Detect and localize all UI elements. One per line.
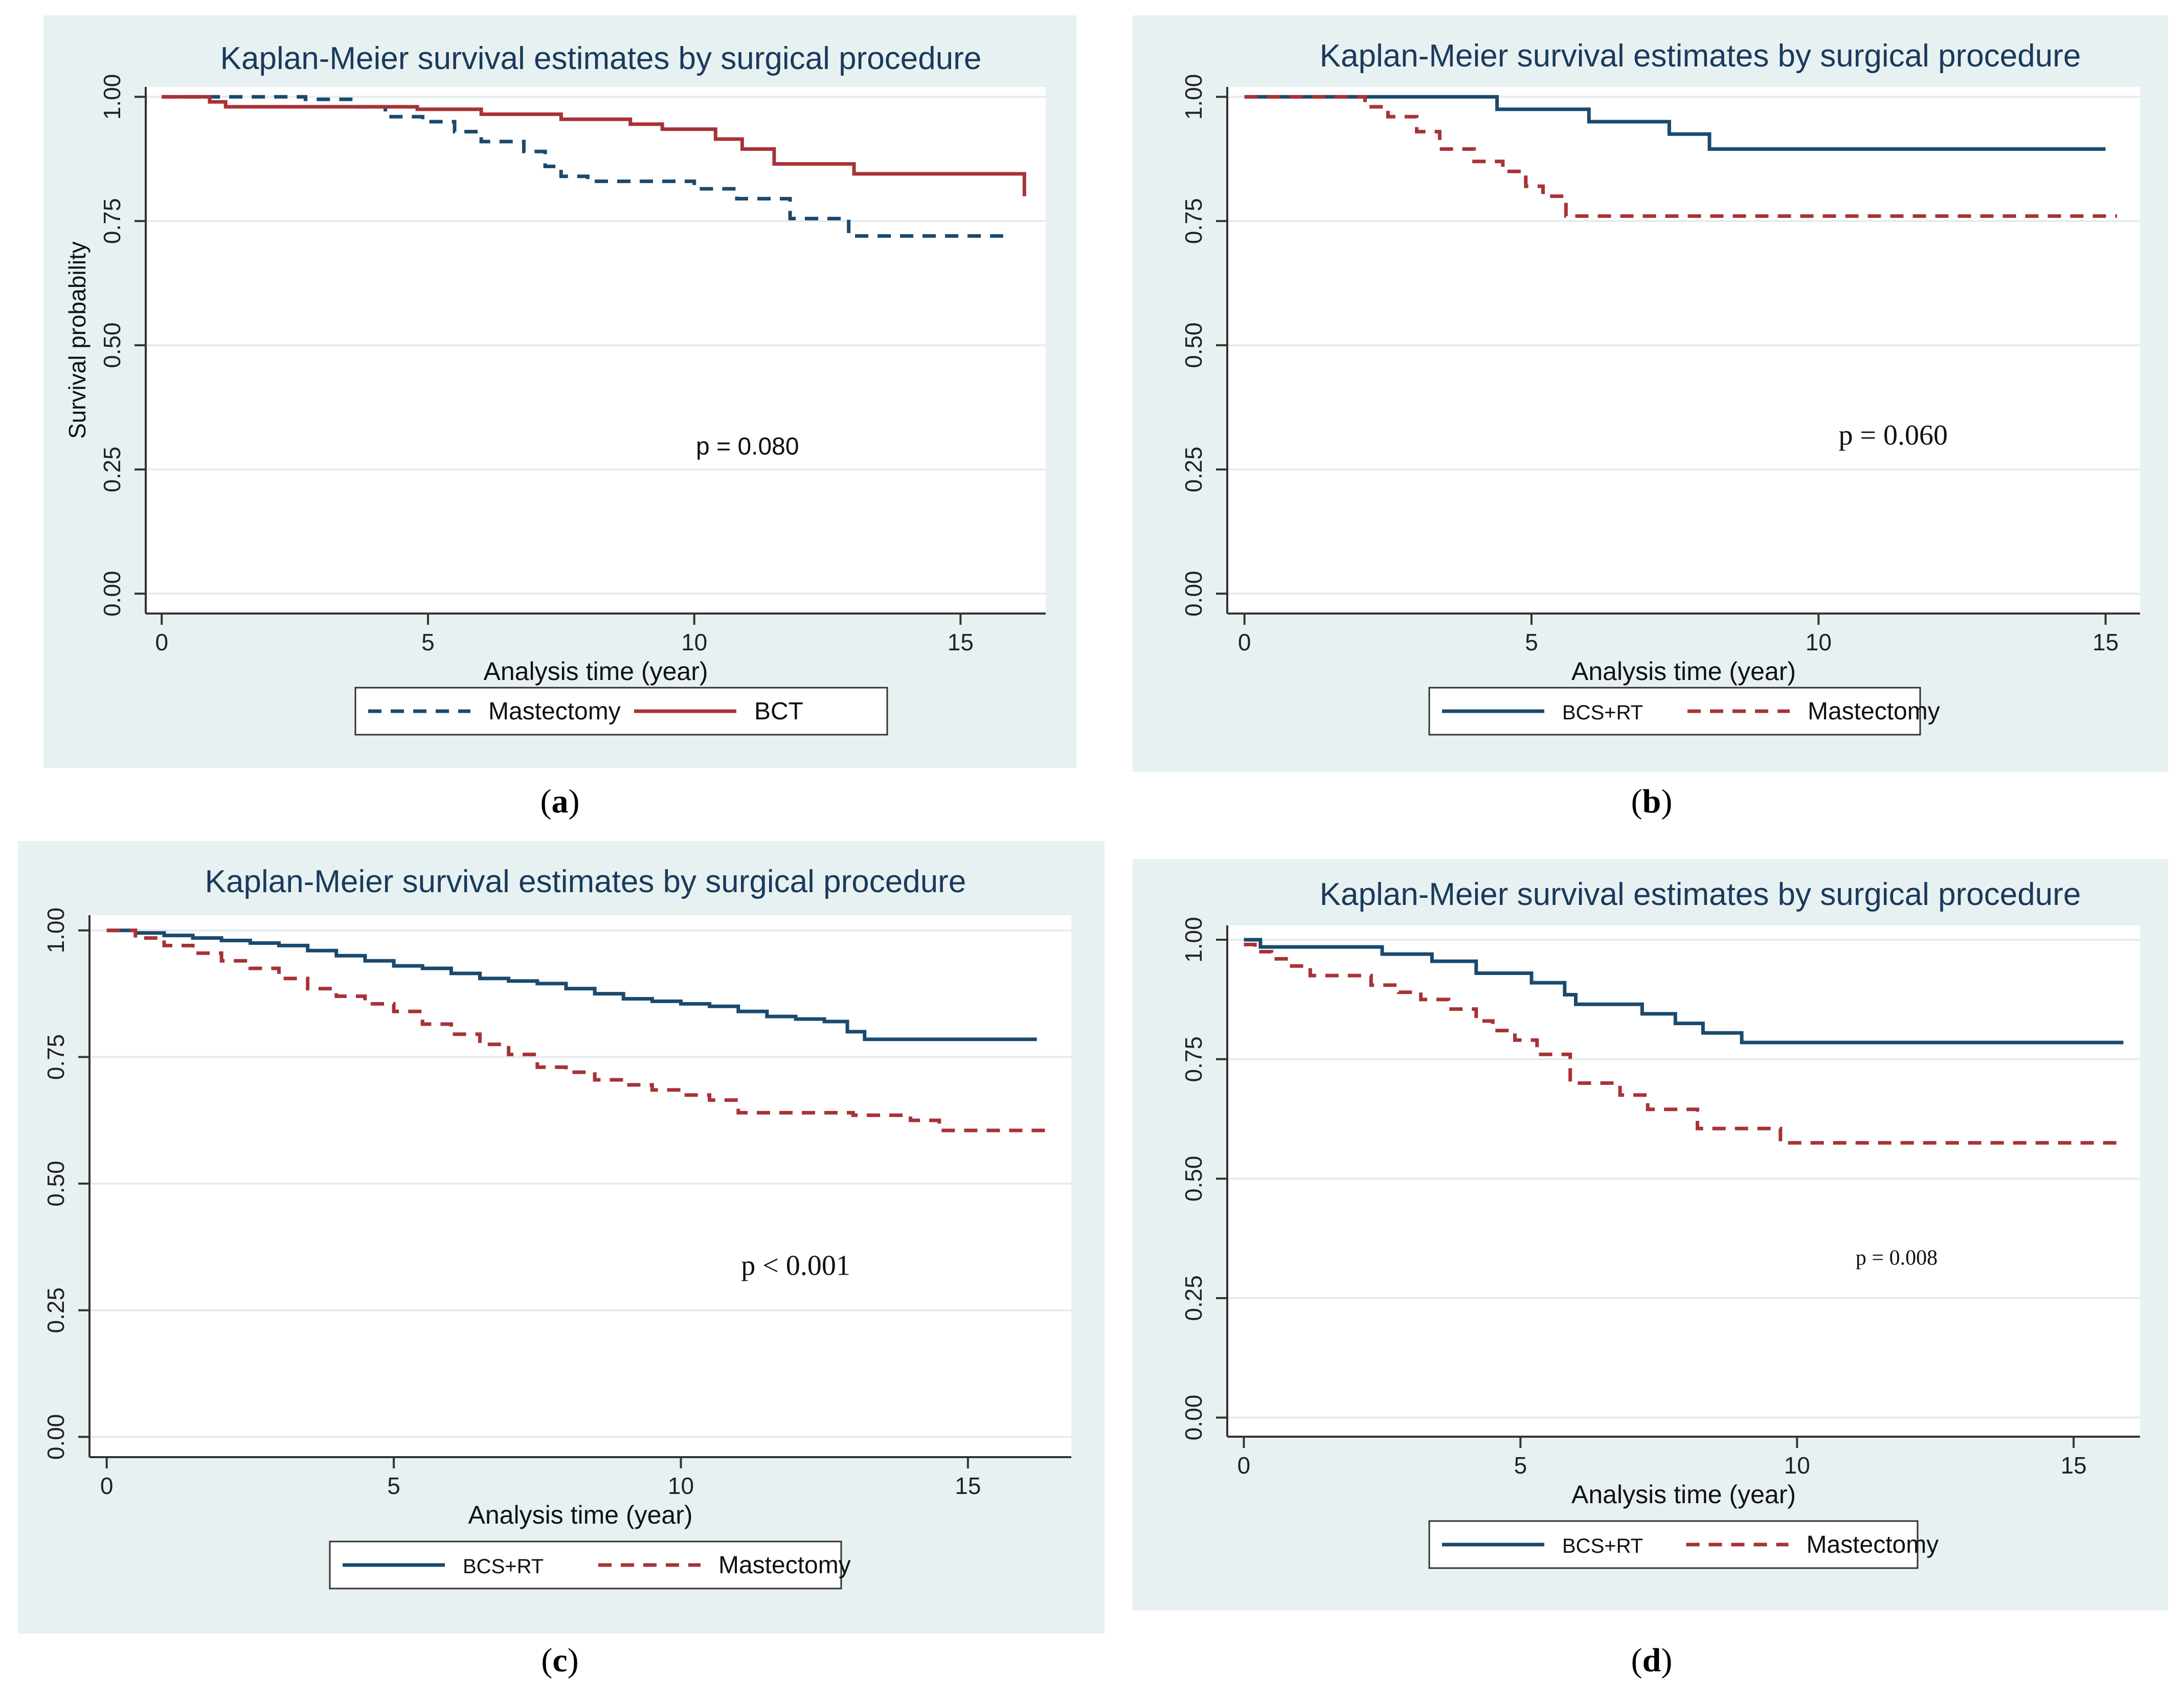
p-value: p = 0.060 [1838, 420, 1948, 451]
chart-title: Kaplan-Meier survival estimates by surgi… [1320, 38, 2081, 74]
x-tick-label: 5 [421, 629, 435, 655]
x-axis-title: Analysis time (year) [1571, 1480, 1796, 1509]
y-tick-label: 0.50 [1180, 323, 1207, 369]
x-axis-title: Analysis time (year) [1571, 657, 1796, 686]
y-tick-label: 0.00 [1180, 1395, 1207, 1441]
chart-title: Kaplan-Meier survival estimates by surgi… [1320, 877, 2081, 912]
caption-c: (c) [541, 1642, 579, 1679]
x-tick-label: 0 [100, 1472, 114, 1499]
legend-label: BCT [754, 698, 803, 725]
chart-d: Kaplan-Meier survival estimates by surgi… [1180, 877, 2140, 1569]
x-tick-label: 0 [1237, 1452, 1251, 1479]
plot-area [146, 87, 1046, 614]
series-line-mastectomy [106, 928, 1054, 1132]
legend: BCS+RT Mastectomy [1428, 1520, 1939, 1569]
y-tick-label: 1.00 [1180, 917, 1207, 963]
plot-area [1227, 87, 2140, 614]
y-tick-label: 0.50 [1180, 1156, 1207, 1202]
legend-label: Mastectomy [718, 1552, 851, 1579]
plot-area [89, 915, 1071, 1457]
plot-area [1227, 925, 2140, 1437]
caption-b: (b) [1631, 783, 1673, 820]
legend-label: BCS+RT [1562, 1535, 1643, 1557]
y-tick-label: 0.00 [99, 571, 125, 617]
x-tick-label: 10 [681, 629, 707, 655]
legend: Mastectomy BCT [354, 687, 888, 736]
series-line-bcs-rt [1244, 95, 2106, 151]
p-value: p = 0.008 [1856, 1246, 1938, 1270]
legend-label: BCS+RT [463, 1555, 544, 1578]
panel-d: Kaplan-Meier survival estimates by surgi… [1133, 859, 2168, 1611]
series-line-mastectomy [1244, 942, 2118, 1145]
chart-title: Kaplan-Meier survival estimates by surgi… [220, 41, 982, 76]
y-tick-label: 0.00 [42, 1414, 69, 1460]
x-tick-label: 0 [155, 629, 168, 655]
x-tick-label: 10 [668, 1472, 694, 1499]
x-axis-title: Analysis time (year) [468, 1501, 693, 1529]
series-line-bct [162, 95, 1026, 196]
y-tick-label: 1.00 [1180, 74, 1207, 120]
x-tick-label: 10 [1784, 1452, 1810, 1479]
x-tick-label: 15 [948, 629, 974, 655]
panel-b: Kaplan-Meier survival estimates by surgi… [1133, 15, 2168, 772]
x-tick-label: 15 [2092, 629, 2119, 655]
legend-label: Mastectomy [1807, 1531, 1939, 1558]
legend: BCS+RT Mastectomy [329, 1540, 851, 1590]
x-tick-label: 0 [1238, 629, 1251, 655]
legend-label: Mastectomy [488, 698, 621, 725]
y-tick-label: 1.00 [99, 74, 125, 120]
legend-label: BCS+RT [1562, 701, 1643, 724]
y-tick-label: 0.25 [42, 1287, 69, 1333]
y-tick-label: 0.75 [1180, 1036, 1207, 1082]
y-tick-label: 0.25 [1180, 1275, 1207, 1321]
y-tick-label: 0.00 [1180, 571, 1207, 617]
y-tick-label: 0.75 [42, 1034, 69, 1080]
panel-a: Kaplan-Meier survival estimates by surgi… [43, 15, 1076, 768]
x-axis-title: Analysis time (year) [484, 657, 708, 686]
x-tick-label: 10 [1806, 629, 1832, 655]
x-tick-label: 15 [955, 1472, 981, 1499]
series-line-bcs-rt [106, 928, 1037, 1041]
x-tick-label: 5 [387, 1472, 400, 1499]
p-value: p < 0.001 [741, 1250, 850, 1281]
chart-b: Kaplan-Meier survival estimates by surgi… [1180, 38, 2140, 736]
y-tick-label: 0.75 [1180, 198, 1207, 244]
legend: BCS+RT Mastectomy [1428, 687, 1940, 736]
y-tick-label: 0.25 [99, 446, 125, 492]
chart-a: Kaplan-Meier survival estimates by surgi… [64, 41, 1046, 736]
x-tick-label: 15 [2061, 1452, 2087, 1479]
series-line-bcs-rt [1244, 938, 2124, 1045]
y-tick-label: 0.50 [42, 1161, 69, 1207]
chart-title: Kaplan-Meier survival estimates by surgi… [205, 864, 966, 899]
y-tick-label: 0.25 [1180, 446, 1207, 492]
caption-d: (d) [1631, 1642, 1673, 1679]
y-tick-label: 1.00 [42, 908, 69, 954]
panel-c: Kaplan-Meier survival estimates by surgi… [18, 841, 1105, 1634]
x-tick-label: 5 [1514, 1452, 1527, 1479]
y-tick-label: 0.50 [99, 323, 125, 369]
y-axis-title: Survival probability [64, 241, 91, 439]
y-tick-label: 0.75 [99, 198, 125, 244]
legend-label: Mastectomy [1808, 698, 1940, 725]
p-value: p = 0.080 [696, 433, 799, 460]
x-tick-label: 5 [1525, 629, 1538, 655]
caption-a: (a) [540, 783, 580, 820]
legend-box [354, 687, 888, 736]
chart-c: Kaplan-Meier survival estimates by surgi… [42, 864, 1071, 1590]
